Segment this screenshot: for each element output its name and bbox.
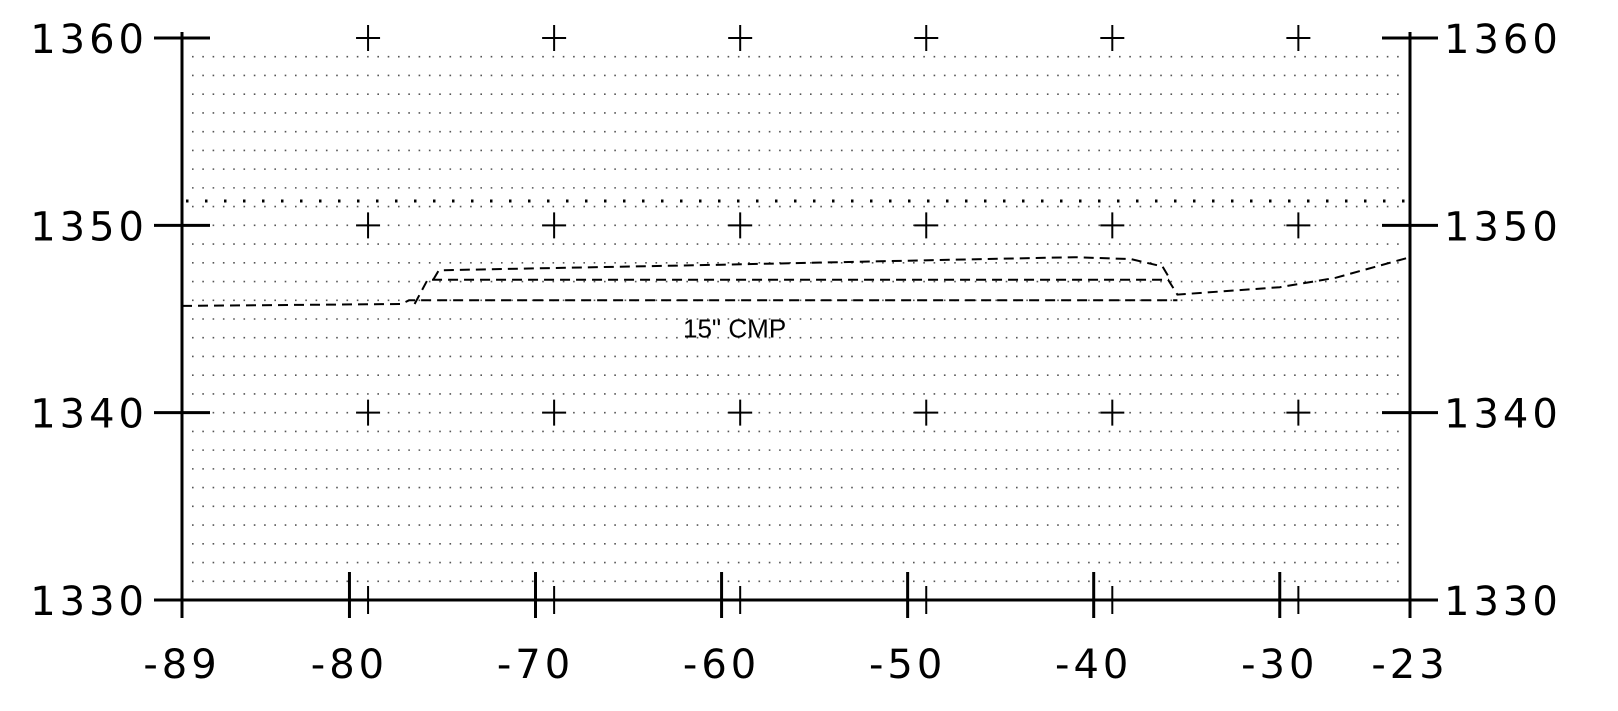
grid-cross [728, 399, 753, 426]
grid-cross [356, 399, 381, 426]
series-line-2 [413, 256, 1411, 305]
grid-cross [914, 399, 939, 426]
x-tick-label: -23 [1371, 642, 1448, 688]
x-tick-label: -89 [143, 642, 220, 688]
x-tick-label: -40 [1055, 642, 1132, 688]
annotations: 15" CMP [683, 314, 786, 344]
y-tick-label-right: 1330 [1444, 579, 1562, 625]
x-tick-label: -30 [1241, 642, 1318, 688]
data-series [181, 256, 1411, 307]
grid-cross [542, 25, 567, 51]
axes [154, 32, 1438, 618]
y-tick-label-right: 1360 [1444, 17, 1562, 63]
y-tick-label-left: 1340 [30, 392, 148, 438]
grid-cross [356, 212, 381, 239]
grid-cross [1286, 399, 1311, 426]
y-tick-label-left: 1360 [30, 17, 148, 63]
grid-cross [1100, 25, 1125, 51]
tick-labels: 1330 1330 1340 1340 1350 1350 1360 1360 -89 -80 -7… [30, 17, 1562, 688]
x-tick-label: -80 [311, 642, 388, 688]
series-line-3 [432, 256, 1169, 281]
grid-cross [1100, 399, 1125, 426]
grid-cross [542, 399, 567, 426]
grid-cross [1100, 212, 1125, 239]
y-tick-label-left: 1350 [30, 204, 148, 250]
series-line-1 [181, 299, 1178, 307]
dotted-grid [192, 55, 1404, 583]
x-tick-label: -70 [497, 642, 574, 688]
y-tick-label-right: 1340 [1444, 392, 1562, 438]
grid-cross [1286, 212, 1311, 239]
grid-cross [914, 212, 939, 239]
major-crosses [356, 25, 1311, 614]
grid-cross [728, 25, 753, 51]
x-tick-label: -60 [683, 642, 760, 688]
grid-cross [728, 212, 753, 239]
annotation-label: 15" CMP [683, 314, 786, 344]
grid-cross [914, 25, 939, 51]
y-tick-label-right: 1350 [1444, 204, 1562, 250]
grid-cross [542, 212, 567, 239]
grid-cross [1286, 25, 1311, 51]
grid-cross [356, 25, 381, 51]
y-tick-label-left: 1330 [30, 579, 148, 625]
x-tick-label: -50 [869, 642, 946, 688]
